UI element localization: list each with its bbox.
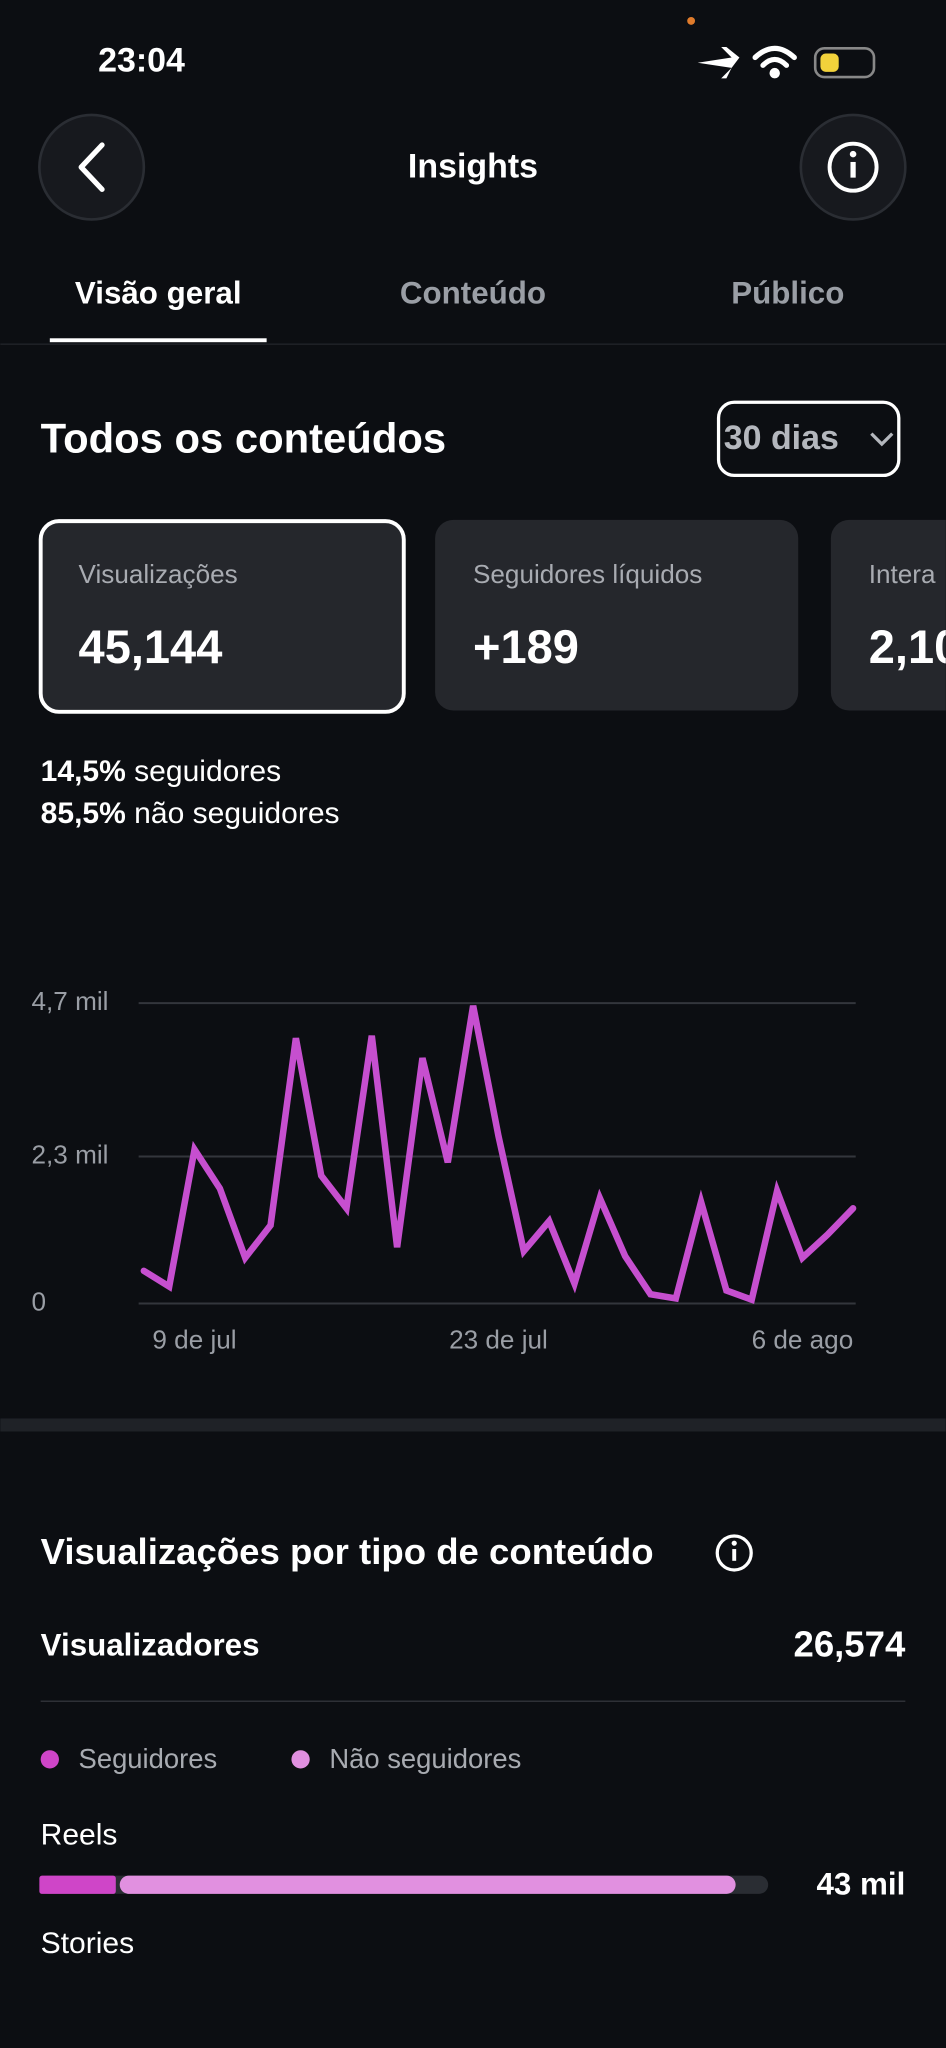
- share-text: não seguidores: [134, 797, 339, 830]
- bar-total-label: 43 mil: [816, 1866, 905, 1901]
- info-icon: [827, 141, 879, 193]
- metric-value: 2,10: [869, 620, 946, 673]
- battery-level: [820, 53, 839, 72]
- section-title: Todos os conteúdos: [41, 415, 446, 462]
- legend-swatch: [291, 1750, 310, 1769]
- period-dropdown[interactable]: [716, 400, 901, 478]
- tab-underline: [49, 338, 267, 343]
- category-label: Stories: [41, 1927, 134, 1960]
- category-label: Reels: [41, 1818, 118, 1851]
- metric-card[interactable]: [830, 519, 946, 711]
- x-tick-label: 9 de jul: [152, 1324, 236, 1354]
- legend-label: Não seguidores: [329, 1743, 521, 1774]
- divider: [0, 343, 946, 345]
- tab[interactable]: Público: [731, 275, 844, 310]
- bar-segment: [119, 1875, 736, 1894]
- wifi-icon: [752, 45, 797, 79]
- bar-segment: [39, 1875, 116, 1894]
- legend-swatch: [40, 1750, 59, 1769]
- metric-value: 45,144: [79, 620, 223, 673]
- metric-label: Visualizações: [79, 559, 238, 589]
- info-icon-dot: [731, 1540, 737, 1546]
- period-label: 30 dias: [724, 419, 839, 457]
- section-title: Visualizações por tipo de conteúdo: [41, 1531, 654, 1572]
- content: 23:04 Insights Visão geral Conteúdo Públ…: [0, 16, 946, 1960]
- clock: 23:04: [98, 42, 185, 80]
- metric-card[interactable]: [38, 519, 406, 714]
- y-tick-label: 2,3 mil: [32, 1139, 109, 1169]
- audience-share: 85,5% não seguidores: [41, 797, 340, 830]
- share-text: seguidores: [134, 755, 281, 788]
- metric-card[interactable]: [435, 519, 799, 711]
- y-tick-label: 0: [32, 1286, 47, 1316]
- battery: [813, 47, 876, 79]
- info-icon-dot: [849, 150, 857, 158]
- legend-label: Seguidores: [79, 1743, 218, 1774]
- divider: [40, 1700, 906, 1702]
- info-icon-bar: [850, 161, 856, 178]
- share-pct: 85,5%: [41, 797, 126, 830]
- audience-share: 14,5% seguidores: [41, 755, 281, 788]
- x-tick-label: 6 de ago: [752, 1324, 854, 1354]
- back-button[interactable]: [38, 113, 146, 221]
- info-icon[interactable]: [715, 1534, 753, 1572]
- tab[interactable]: Conteúdo: [400, 275, 546, 310]
- section-separator: [0, 1418, 946, 1432]
- line-series: [140, 1005, 857, 1305]
- metric-label: Intera: [869, 559, 936, 589]
- indicator-dot: [687, 16, 696, 25]
- dropdown-chevron: [870, 432, 894, 447]
- back-icon: [78, 142, 105, 192]
- info-icon-bar: [732, 1549, 737, 1561]
- y-tick-label: 4,7 mil: [32, 986, 109, 1016]
- viewers-value: 26,574: [793, 1624, 905, 1665]
- metric-label: Seguidores líquidos: [473, 559, 702, 589]
- x-tick-label: 23 de jul: [449, 1324, 548, 1354]
- viewers-label: Visualizadores: [41, 1627, 260, 1662]
- page-title: Insights: [408, 147, 538, 185]
- tab[interactable]: Visão geral: [75, 275, 242, 310]
- metric-value: +189: [473, 620, 579, 673]
- share-pct: 14,5%: [41, 755, 126, 788]
